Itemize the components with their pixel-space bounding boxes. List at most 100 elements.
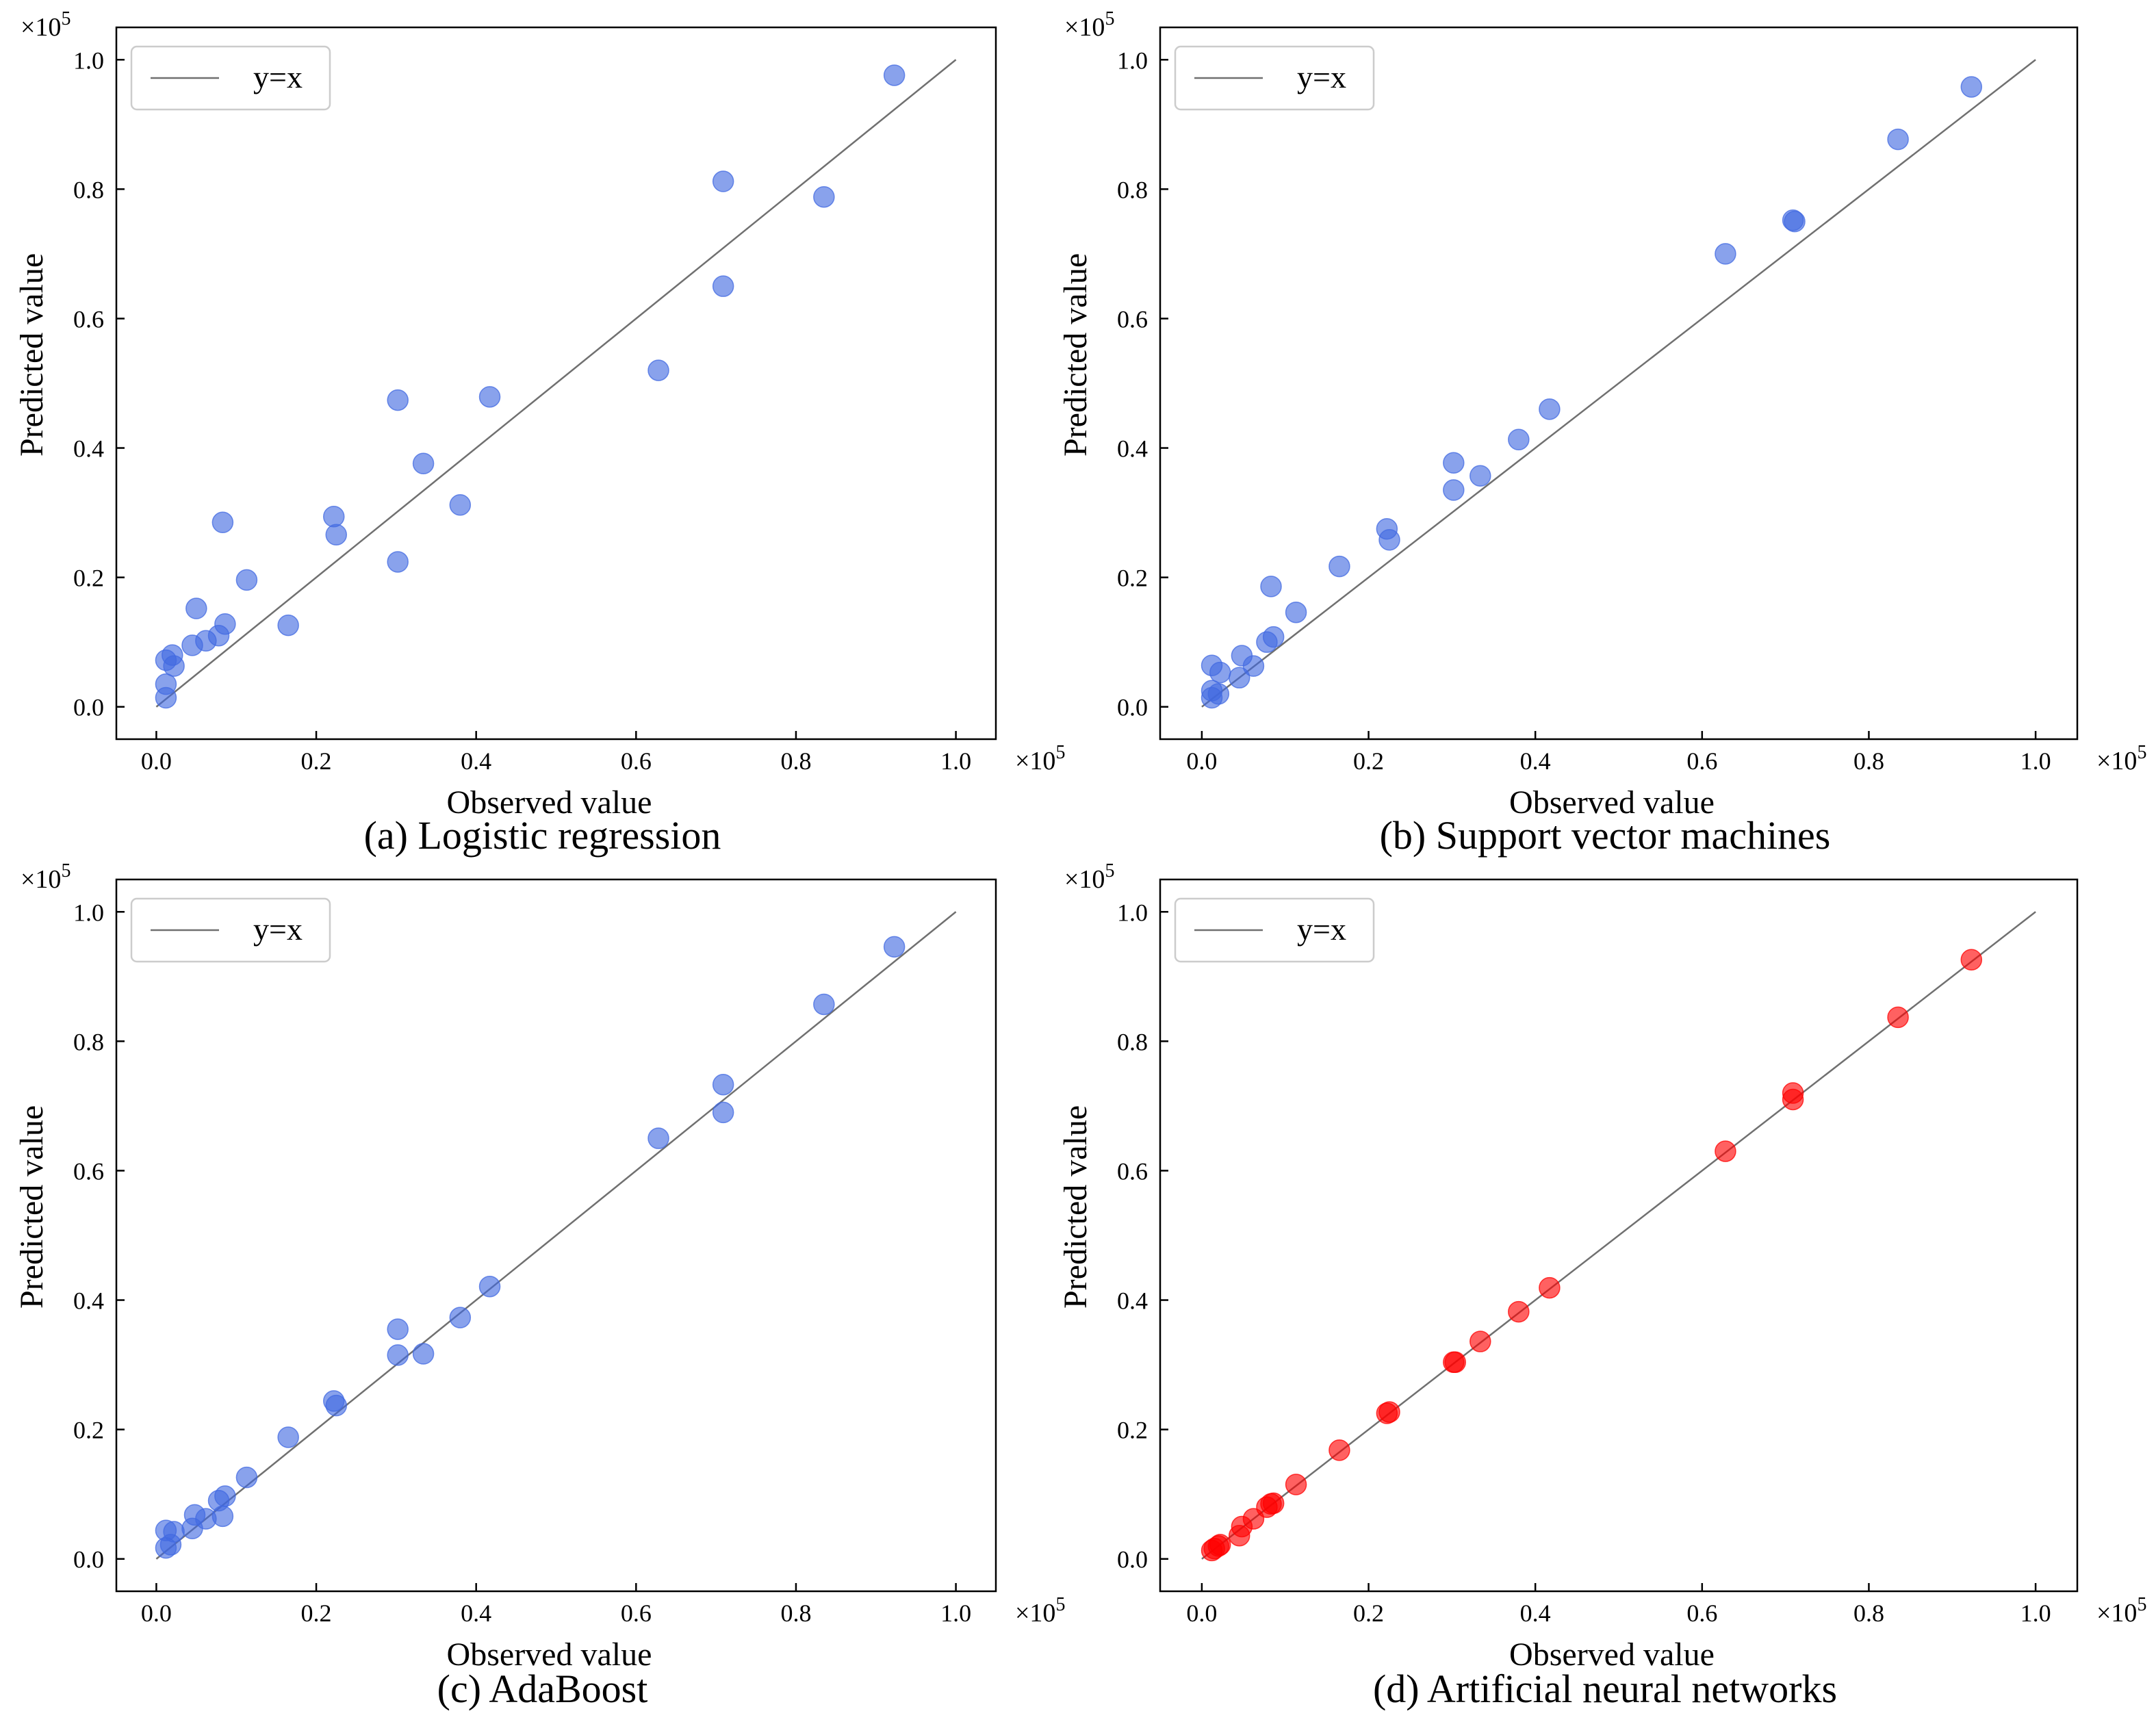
axes-frame bbox=[1159, 26, 2079, 741]
data-point bbox=[1470, 465, 1491, 487]
data-point bbox=[1285, 601, 1307, 624]
data-point bbox=[155, 673, 177, 695]
data-point bbox=[1443, 452, 1465, 474]
data-point bbox=[712, 170, 734, 192]
data-point bbox=[1470, 1331, 1491, 1352]
data-point bbox=[449, 1307, 472, 1328]
y-axis-label: Predicted value bbox=[1057, 253, 1094, 457]
y-axis-multiplier: ×105 bbox=[1064, 8, 1114, 42]
data-point bbox=[1887, 128, 1909, 151]
y-tick-label: 0.0 bbox=[1117, 1546, 1148, 1573]
x-axis-label: Observed value bbox=[447, 1636, 652, 1673]
data-point bbox=[235, 569, 258, 591]
data-point bbox=[1228, 667, 1250, 689]
x-axis-multiplier: ×105 bbox=[2096, 742, 2146, 775]
x-axis-multiplier: ×105 bbox=[1015, 742, 1065, 775]
y-multiplier-base: ×10 bbox=[21, 13, 61, 42]
y-tick-label: 0.4 bbox=[1117, 435, 1148, 463]
y-multiplier-base: ×10 bbox=[21, 865, 61, 894]
y-multiplier-exponent: 5 bbox=[61, 8, 70, 29]
data-point bbox=[211, 511, 234, 534]
data-point bbox=[412, 1343, 435, 1365]
data-point bbox=[214, 613, 236, 635]
subplot-c: 0.0 0.2 0.4 0.6 0.8 1.00.00.20.40.60.81.0×105… bbox=[14, 860, 1065, 1711]
data-point bbox=[322, 506, 345, 528]
data-point bbox=[1242, 655, 1265, 677]
data-point bbox=[1443, 479, 1465, 501]
x-axis-multiplier: ×105 bbox=[2096, 1594, 2146, 1628]
identity-line bbox=[1201, 911, 2036, 1560]
data-point bbox=[235, 1466, 258, 1489]
x-tick-label: 1.0 bbox=[2020, 747, 2051, 775]
x-tick-label: 0.2 bbox=[1353, 747, 1384, 775]
legend-label: y=x bbox=[1297, 912, 1346, 947]
y-tick-label: 1.0 bbox=[73, 899, 104, 926]
data-point bbox=[1285, 1474, 1307, 1495]
identity-line bbox=[155, 59, 957, 708]
x-tick-label: 1.0 bbox=[2020, 1599, 2051, 1627]
x-tick-label: 0.8 bbox=[780, 747, 811, 775]
data-point bbox=[325, 1394, 347, 1417]
y-axis-label: Predicted value bbox=[1057, 1105, 1094, 1309]
data-point bbox=[1329, 555, 1350, 578]
legend-label: y=x bbox=[253, 60, 303, 94]
data-point bbox=[1262, 626, 1285, 648]
data-point bbox=[1960, 76, 1983, 98]
data-point bbox=[1784, 210, 1806, 233]
x-tick-label: 0.0 bbox=[141, 1599, 172, 1627]
data-point bbox=[1715, 1140, 1736, 1162]
data-point bbox=[214, 1485, 236, 1507]
data-point bbox=[1209, 661, 1231, 684]
y-tick-label: 0.2 bbox=[1117, 565, 1148, 592]
y-tick-label: 0.0 bbox=[1117, 694, 1148, 721]
data-point bbox=[478, 1275, 501, 1298]
data-point bbox=[449, 493, 472, 516]
data-point bbox=[1378, 529, 1400, 551]
scatter-points bbox=[1201, 949, 1983, 1562]
y-tick-label: 0.2 bbox=[73, 565, 104, 592]
data-point bbox=[1539, 1276, 1561, 1299]
x-tick-label: 0.4 bbox=[1520, 1599, 1551, 1627]
data-point bbox=[1539, 398, 1561, 420]
subplot-caption: (b) Support vector machines bbox=[1380, 813, 1831, 858]
y-tick-label: 0.8 bbox=[73, 176, 104, 203]
legend-box bbox=[130, 897, 331, 963]
data-point bbox=[211, 1505, 234, 1528]
data-point bbox=[412, 452, 435, 474]
data-point bbox=[1207, 683, 1230, 705]
data-point bbox=[163, 655, 185, 677]
subplot-d: 0.0 0.2 0.4 0.6 0.8 1.00.00.20.40.60.81.0×105… bbox=[1057, 860, 2146, 1711]
scatter-points bbox=[155, 64, 906, 709]
data-point bbox=[712, 1101, 734, 1124]
data-point bbox=[185, 597, 207, 619]
data-point bbox=[1960, 949, 1983, 971]
y-axis-multiplier: ×105 bbox=[21, 860, 70, 894]
identity-line bbox=[1201, 59, 2036, 708]
y-tick-label: 0.4 bbox=[73, 1287, 104, 1315]
x-tick-label: 1.0 bbox=[940, 1599, 971, 1627]
x-tick-label: 0.8 bbox=[780, 1599, 811, 1627]
subplot-caption: (a) Logistic regression bbox=[364, 813, 721, 858]
y-axis-multiplier: ×105 bbox=[21, 8, 70, 42]
data-point bbox=[1444, 1351, 1466, 1374]
y-tick-label: 0.2 bbox=[73, 1417, 104, 1444]
data-point bbox=[647, 1127, 669, 1149]
y-multiplier-exponent: 5 bbox=[61, 860, 70, 882]
y-tick-label: 0.0 bbox=[73, 1546, 104, 1573]
y-tick-label: 0.8 bbox=[73, 1028, 104, 1055]
y-multiplier-exponent: 5 bbox=[1105, 8, 1114, 29]
x-tick-label: 0.4 bbox=[461, 1599, 491, 1627]
x-multiplier-exponent: 5 bbox=[1055, 1594, 1065, 1615]
legend-label: y=x bbox=[253, 912, 303, 947]
subplot-b: 0.0 0.2 0.4 0.6 0.8 1.00.00.20.40.60.81.0×105… bbox=[1057, 8, 2146, 858]
x-tick-label: 0.6 bbox=[621, 747, 652, 775]
subplot-a: 0.0 0.2 0.4 0.6 0.8 1.00.00.20.40.60.81.0×105… bbox=[14, 8, 1065, 858]
x-axis-label: Observed value bbox=[447, 784, 652, 821]
x-tick-label: 0.0 bbox=[1186, 1599, 1217, 1627]
x-multiplier-base: ×10 bbox=[2096, 747, 2137, 775]
y-tick-label: 1.0 bbox=[73, 47, 104, 74]
data-point bbox=[1262, 1492, 1285, 1515]
y-tick-label: 0.4 bbox=[73, 435, 104, 463]
x-tick-label: 0.6 bbox=[1686, 747, 1717, 775]
